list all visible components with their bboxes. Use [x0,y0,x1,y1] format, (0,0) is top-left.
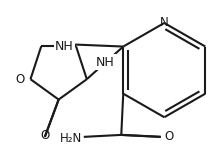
Text: O: O [165,130,174,143]
Text: H₂N: H₂N [60,132,82,145]
Text: NH: NH [96,56,114,69]
Text: NH: NH [55,40,74,53]
Text: O: O [15,73,25,86]
Text: N: N [160,16,169,29]
Text: O: O [40,129,49,142]
